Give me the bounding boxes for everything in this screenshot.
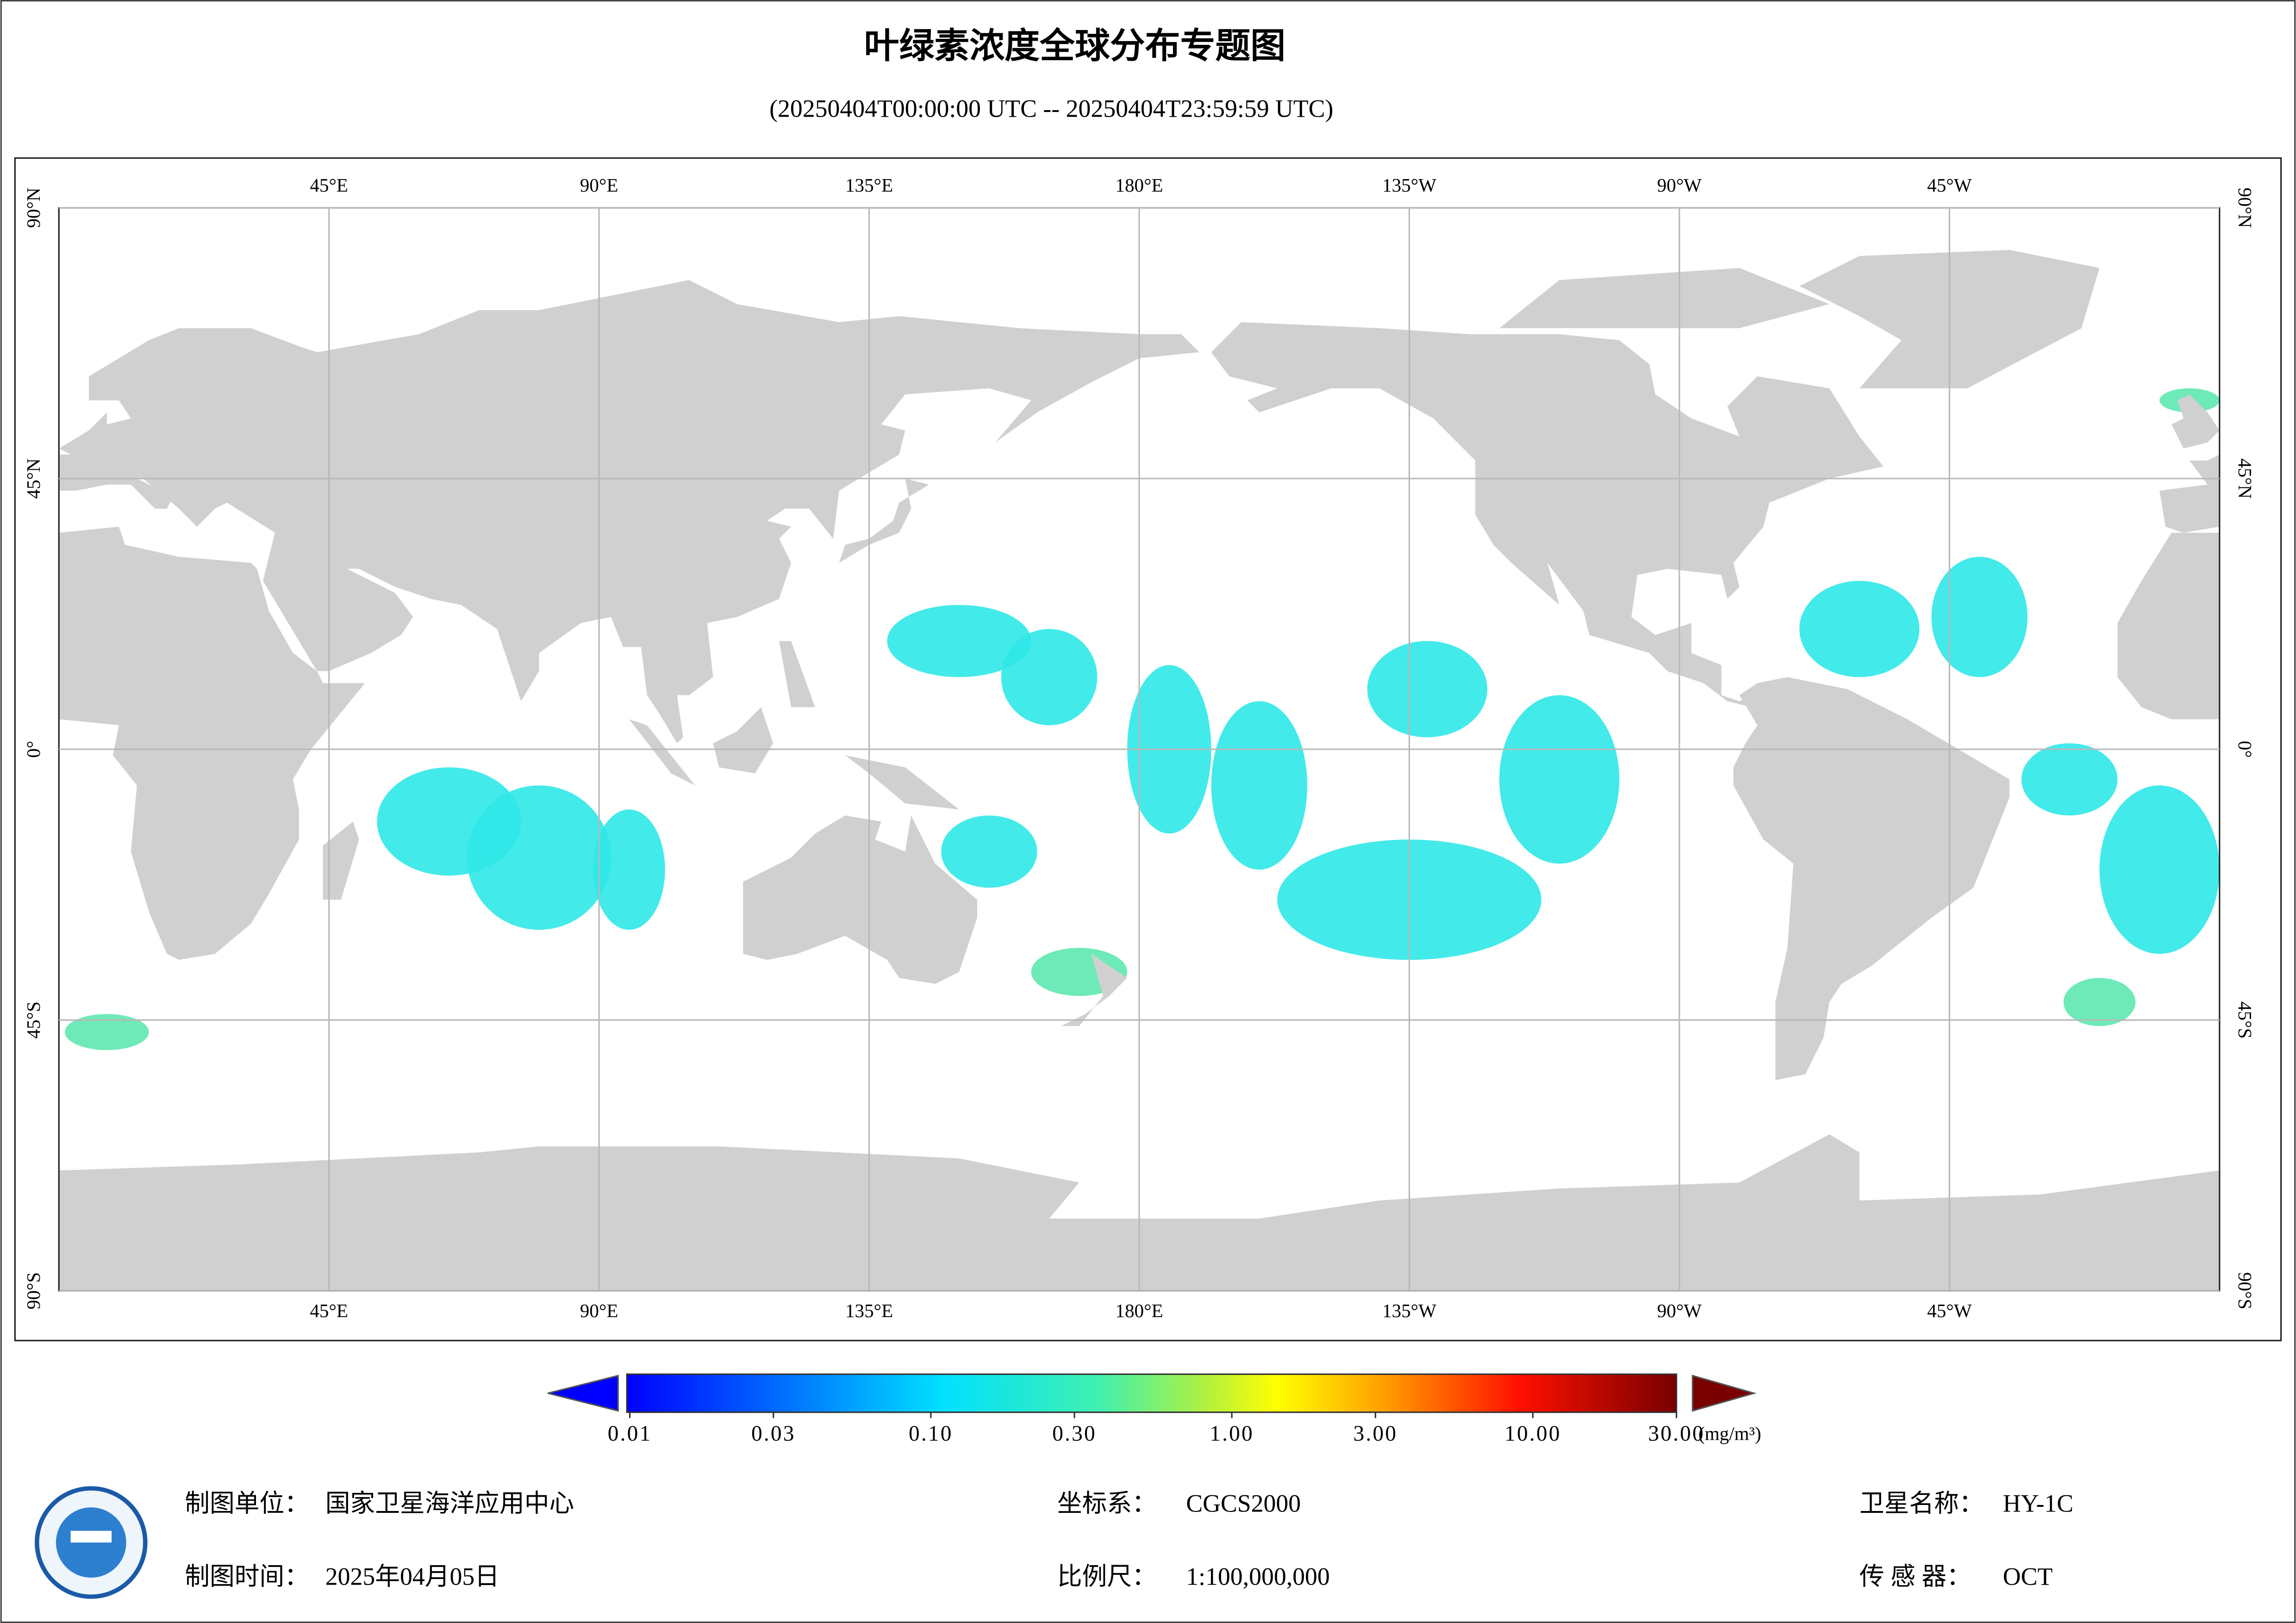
- chl-patch: [2063, 978, 2136, 1026]
- britain: [2171, 394, 2220, 449]
- chl-patch: [1931, 557, 2028, 678]
- colorbar-tick-label: 0.30: [1052, 1422, 1097, 1446]
- arctic-islands: [1499, 268, 1830, 329]
- south-america: [1733, 677, 2010, 1081]
- colorbar-ticks: 0.01 0.03 0.10 0.30 1.00 3.00 10.00 30.00: [608, 1412, 1705, 1446]
- colorbar-tick-label: 10.00: [1504, 1422, 1561, 1446]
- colorbar-tick-label: 0.01: [608, 1422, 652, 1446]
- lat-label: 0°: [23, 741, 44, 758]
- subtitle: (20250404T00:00:00 UTC -- 20250404T23:59…: [769, 95, 1333, 123]
- lon-label: 90°W: [1657, 174, 1702, 196]
- chl-patch: [1799, 581, 1920, 678]
- chl-patch: [1001, 629, 1098, 726]
- chl-patch: [887, 605, 1031, 678]
- lon-label: 135°E: [845, 1300, 893, 1321]
- chl-patch: [1367, 641, 1488, 738]
- colorbar-under: [548, 1374, 619, 1412]
- lon-label: 90°E: [580, 174, 618, 196]
- lon-label: 90°W: [1657, 1300, 1702, 1321]
- chl-patch: [467, 785, 611, 930]
- lon-label: 180°E: [1115, 1300, 1163, 1321]
- lat-label: 45°N: [23, 458, 44, 498]
- logo-satellite: [70, 1530, 112, 1543]
- lon-label: 135°W: [1382, 1300, 1436, 1321]
- footer-value: 1:100,000,000: [1186, 1562, 1330, 1590]
- colorbar-tick-label: 0.10: [909, 1422, 953, 1446]
- footer-label: 制图单位：: [185, 1489, 309, 1517]
- new-zealand: [1061, 954, 1128, 1026]
- lon-label: 45°E: [310, 174, 348, 196]
- lat-label: 45°N: [2234, 458, 2256, 498]
- lat-label: 90°S: [2234, 1272, 2256, 1309]
- lon-label: 135°W: [1382, 174, 1436, 196]
- footer-value: 2025年04月05日: [325, 1562, 499, 1590]
- footer-value: 国家卫星海洋应用中心: [325, 1489, 574, 1517]
- australia: [743, 815, 977, 984]
- graticule: 45°E 45°E 90°E 90°E 135°E 135°E 180°E 180°E 135°…: [23, 174, 2256, 1321]
- chl-patch: [1211, 701, 1308, 870]
- lon-label: 135°E: [845, 174, 893, 196]
- africa-west: [2117, 533, 2220, 720]
- colorbar: [626, 1373, 1678, 1413]
- footer-label: 坐标系：: [1057, 1489, 1157, 1517]
- lat-label: 90°N: [2234, 187, 2256, 228]
- colorbar-over: [1691, 1374, 1757, 1412]
- new-guinea: [845, 755, 960, 810]
- lon-label: 180°E: [1115, 174, 1163, 196]
- colorbar-tick-label: 0.03: [751, 1422, 796, 1446]
- chlorophyll-patches: [65, 388, 2220, 1051]
- lat-label: 45°S: [23, 1001, 44, 1038]
- colorbar-tick-label: 1.00: [1210, 1422, 1254, 1446]
- footer-label: 制图时间：: [185, 1562, 309, 1590]
- north-america: [1211, 322, 1884, 708]
- footer-value: OCT: [2003, 1562, 2053, 1590]
- japan: [839, 479, 930, 563]
- lat-label: 45°S: [2234, 1001, 2256, 1038]
- colorbar-unit: (mg/m³): [1698, 1423, 1761, 1445]
- lon-label: 45°W: [1927, 174, 1972, 196]
- footer-value: CGCS2000: [1186, 1489, 1301, 1517]
- chl-patch: [1499, 695, 1620, 864]
- footer: 制图单位： 国家卫星海洋应用中心 制图时间： 2025年04月05日 坐标系： …: [185, 1489, 2073, 1590]
- lat-label: 90°N: [23, 187, 44, 228]
- chl-patch: [593, 809, 665, 930]
- chl-patch: [2099, 785, 2220, 954]
- footer-label: 比例尺：: [1057, 1562, 1157, 1590]
- chl-patch: [65, 1014, 149, 1051]
- lon-label: 45°W: [1927, 1300, 1972, 1321]
- footer-value: HY-1C: [2003, 1489, 2073, 1517]
- footer-label: 传 感 器：: [1859, 1562, 1972, 1590]
- eurasia: [59, 280, 1199, 744]
- colorbar-tick-label: 30.00: [1648, 1422, 1705, 1446]
- africa: [59, 527, 365, 960]
- iberia: [2159, 454, 2220, 533]
- lon-label: 45°E: [310, 1300, 348, 1321]
- title: 叶绿素浓度全球分布专题图: [864, 27, 1286, 66]
- chl-patch: [941, 815, 1037, 888]
- logo: [35, 1486, 148, 1599]
- sumatra: [629, 719, 695, 786]
- lat-label: 0°: [2234, 741, 2256, 758]
- chl-patch: [2021, 743, 2118, 816]
- madagascar: [323, 821, 359, 900]
- lat-label: 90°S: [23, 1272, 44, 1309]
- logo-globe: [56, 1507, 126, 1578]
- lon-label: 90°E: [580, 1300, 618, 1321]
- colorbar-tick-label: 3.00: [1354, 1422, 1398, 1446]
- borneo: [713, 707, 774, 774]
- map-frame: [14, 157, 2282, 1342]
- footer-label: 卫星名称：: [1859, 1489, 1984, 1517]
